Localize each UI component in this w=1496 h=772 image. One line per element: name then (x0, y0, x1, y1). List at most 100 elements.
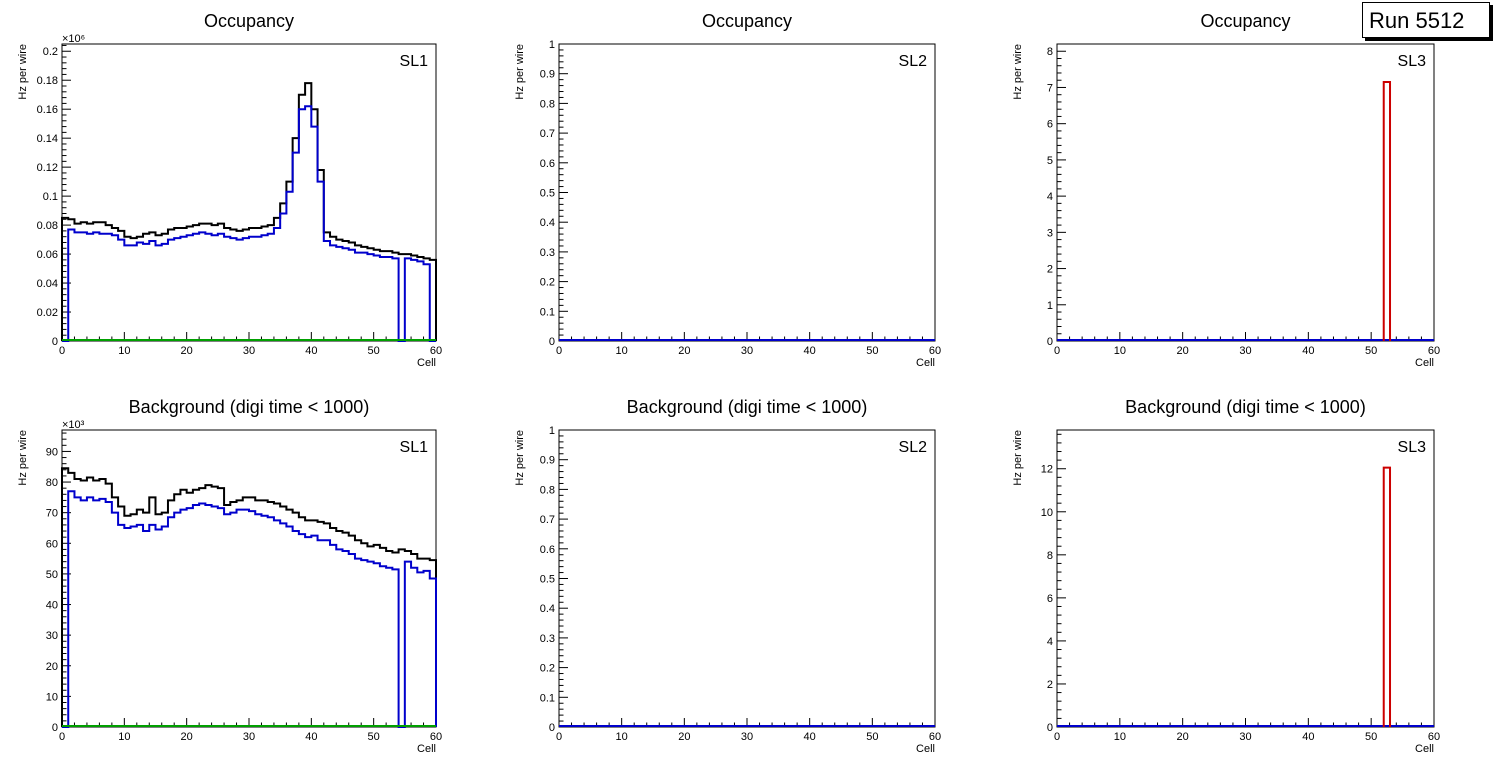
x-tick-label: 0 (59, 731, 65, 743)
y-tick-label: 0.1 (540, 306, 555, 318)
y-tick-label: 0.16 (37, 104, 58, 116)
x-tick-label: 60 (929, 345, 941, 357)
x-tick-label: 40 (1302, 345, 1314, 357)
y-tick-label: 80 (46, 477, 58, 489)
run-label: Run 5512 (1362, 2, 1490, 38)
y-tick-label: 2 (1047, 679, 1053, 691)
x-tick-label: 40 (1302, 731, 1314, 743)
histogram-peak (1382, 466, 1392, 727)
x-tick-label: 50 (1365, 345, 1377, 357)
y-tick-label: 2 (1047, 264, 1053, 276)
x-tick-label: 40 (804, 731, 816, 743)
x-tick-label: 30 (741, 345, 753, 357)
y-tick-label: 0.5 (540, 574, 555, 586)
panel-label: SL1 (400, 439, 429, 456)
y-axis-label: Hz per wire (1012, 430, 1024, 486)
y-tick-label: 0 (549, 336, 555, 348)
x-tick-label: 0 (1054, 345, 1060, 357)
y-tick-label: 0 (52, 722, 58, 734)
y-tick-label: 0.6 (540, 544, 555, 556)
y-tick-label: 0.8 (540, 484, 555, 496)
x-tick-label: 60 (1428, 345, 1440, 357)
y-tick-label: 0.5 (540, 188, 555, 200)
panel-label: SL1 (400, 53, 429, 70)
histogram-total (61, 82, 437, 341)
y-axis-label: Hz per wire (17, 430, 29, 486)
y-tick-label: 0.2 (540, 663, 555, 675)
y-tick-label: 0.18 (37, 75, 58, 87)
y-tick-label: 0.2 (43, 46, 58, 58)
y-tick-label: 4 (1047, 636, 1053, 648)
x-tick-label: 20 (678, 345, 690, 357)
y-tick-label: 50 (46, 569, 58, 581)
x-tick-label: 20 (678, 731, 690, 743)
plot-frame (558, 429, 936, 728)
x-axis-label: Cell (916, 357, 935, 369)
x-tick-label: 20 (181, 731, 193, 743)
plot-panel-1: Occupancy SL1 Hz per wire Cell ×10⁶ 0 10 20 30 40… (17, 11, 442, 369)
plot-title: Background (digi time < 1000) (627, 397, 868, 417)
y-tick-label: 0.08 (37, 220, 58, 232)
x-axis-label: Cell (1415, 357, 1434, 369)
plot-frame (558, 43, 936, 342)
x-tick-label: 10 (118, 731, 130, 743)
histogram-peak (1382, 81, 1392, 341)
x-axis-label: Cell (417, 357, 436, 369)
x-tick-label: 40 (305, 345, 317, 357)
y-axis-exponent: ×10³ (62, 419, 85, 431)
x-tick-label: 30 (243, 345, 255, 357)
plot-frame (1056, 43, 1435, 342)
histogram-total (61, 467, 437, 727)
x-tick-label: 30 (1239, 345, 1251, 357)
y-tick-label: 0.8 (540, 98, 555, 110)
x-tick-label: 60 (1428, 731, 1440, 743)
x-tick-label: 40 (804, 345, 816, 357)
y-axis-label: Hz per wire (17, 44, 29, 100)
x-tick-label: 10 (1114, 345, 1126, 357)
y-axis-label: Hz per wire (1012, 44, 1024, 100)
x-tick-label: 20 (1177, 731, 1189, 743)
x-tick-label: 40 (305, 731, 317, 743)
y-tick-label: 5 (1047, 155, 1053, 167)
y-tick-label: 0.02 (37, 307, 58, 319)
x-tick-label: 50 (866, 345, 878, 357)
plot-title: Background (digi time < 1000) (1125, 397, 1366, 417)
y-tick-label: 0.7 (540, 128, 555, 140)
plot-panel-6: Background (digi time < 1000) SL3 Hz per w… (1012, 397, 1440, 755)
plot-frame (61, 429, 437, 728)
y-tick-label: 0.3 (540, 247, 555, 259)
y-tick-label: 0.1 (540, 692, 555, 704)
y-tick-label: 1 (1047, 300, 1053, 312)
y-tick-label: 60 (46, 538, 58, 550)
y-axis-exponent: ×10⁶ (62, 33, 85, 45)
y-tick-label: 10 (1041, 507, 1053, 519)
x-axis-label: Cell (1415, 743, 1434, 755)
x-tick-label: 60 (430, 345, 442, 357)
y-tick-label: 0.2 (540, 277, 555, 289)
plot-title: Occupancy (702, 11, 792, 31)
x-tick-label: 60 (929, 731, 941, 743)
y-tick-label: 0.14 (37, 133, 58, 145)
y-tick-label: 10 (46, 691, 58, 703)
plot-title: Occupancy (1200, 11, 1290, 31)
y-tick-label: 8 (1047, 550, 1053, 562)
y-tick-label: 6 (1047, 593, 1053, 605)
y-tick-label: 0.3 (540, 633, 555, 645)
y-tick-label: 0 (549, 722, 555, 734)
y-tick-label: 1 (549, 425, 555, 437)
y-tick-label: 1 (549, 39, 555, 51)
plot-frame (61, 43, 437, 342)
y-tick-label: 0.04 (37, 278, 58, 290)
y-tick-label: 7 (1047, 82, 1053, 94)
x-tick-label: 10 (118, 345, 130, 357)
y-tick-label: 40 (46, 600, 58, 612)
panel-label: SL3 (1398, 439, 1427, 456)
x-tick-label: 10 (1114, 731, 1126, 743)
plot-panel-5: Background (digi time < 1000) SL2 Hz per w… (514, 397, 941, 755)
x-tick-label: 30 (1239, 731, 1251, 743)
panel-label: SL2 (899, 439, 928, 456)
x-tick-label: 20 (181, 345, 193, 357)
y-tick-label: 0 (1047, 336, 1053, 348)
y-tick-label: 12 (1041, 464, 1053, 476)
